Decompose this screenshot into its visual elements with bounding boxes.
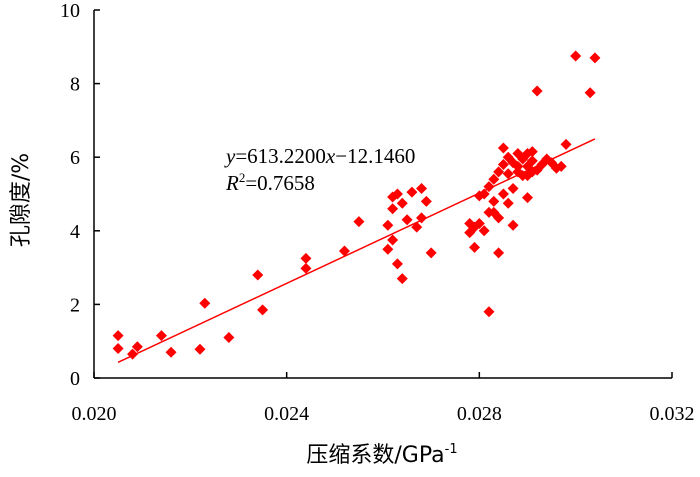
data-point — [584, 87, 596, 99]
data-points — [112, 50, 601, 360]
data-point — [300, 252, 312, 264]
data-point — [387, 234, 399, 246]
data-point — [560, 138, 572, 150]
data-point — [127, 348, 139, 360]
data-point — [531, 85, 543, 97]
x-axis-title-text: 压缩系数/GPa — [306, 443, 444, 468]
data-point — [507, 219, 519, 231]
data-point — [570, 50, 582, 62]
equation-intercept: −12.1460 — [335, 144, 415, 168]
x-tick-label: 0.020 — [72, 403, 117, 425]
data-point — [469, 241, 481, 253]
data-point — [526, 155, 538, 167]
r-symbol: R — [225, 171, 239, 195]
r-squared-label: R2=0.7658 — [225, 170, 315, 195]
data-point — [502, 197, 514, 209]
data-point — [257, 304, 269, 316]
trendline-equation: y=613.2200x−12.1460 — [224, 144, 415, 168]
data-point — [483, 181, 495, 193]
y-tick-label: 0 — [70, 368, 80, 390]
axes — [93, 10, 672, 379]
data-point — [507, 182, 519, 194]
data-point — [252, 269, 264, 281]
data-point — [411, 221, 423, 233]
data-point — [497, 142, 509, 154]
y-axis-title: 孔隙度/% — [9, 153, 34, 247]
data-point — [396, 197, 408, 209]
data-point — [396, 273, 408, 285]
x-axis-title: 压缩系数/GPa-1 — [306, 442, 457, 468]
y-tick-label: 10 — [60, 0, 80, 22]
y-tick-label: 4 — [70, 221, 80, 243]
data-point — [473, 217, 485, 229]
x-axis-title-superscript: -1 — [445, 442, 458, 457]
r-superscript: 2 — [239, 170, 246, 185]
data-point — [493, 247, 505, 259]
data-point — [401, 214, 413, 226]
data-point — [425, 247, 437, 259]
data-point — [223, 332, 235, 344]
data-point — [382, 243, 394, 255]
data-point — [555, 160, 567, 172]
data-point — [420, 195, 432, 207]
data-point — [483, 306, 495, 318]
data-point — [387, 203, 399, 215]
data-point — [382, 219, 394, 231]
x-tick-label: 0.028 — [457, 403, 502, 425]
trendline — [117, 138, 596, 364]
data-point — [478, 225, 490, 237]
data-point — [488, 173, 500, 185]
data-point — [112, 343, 124, 355]
data-point — [112, 330, 124, 342]
data-point — [526, 146, 538, 158]
data-point — [199, 297, 211, 309]
data-point — [522, 192, 533, 204]
x-tick-label: 0.032 — [650, 403, 695, 425]
data-point — [478, 188, 490, 200]
equation-y-symbol: y — [224, 144, 236, 168]
data-point — [391, 258, 403, 270]
data-point — [300, 262, 312, 274]
equation-slope: =613.2200 — [235, 144, 326, 168]
data-point — [338, 245, 350, 257]
data-point — [416, 182, 428, 194]
data-point — [194, 343, 206, 355]
data-point — [353, 216, 365, 228]
data-point — [512, 160, 524, 172]
data-point — [155, 330, 167, 342]
data-point — [497, 188, 509, 200]
data-point — [165, 346, 177, 358]
data-point — [406, 186, 418, 198]
y-tick-label: 2 — [70, 294, 80, 316]
data-point — [493, 166, 505, 178]
data-point — [488, 195, 500, 207]
data-point — [391, 188, 403, 200]
equation-x-symbol: x — [325, 144, 336, 168]
r-squared-value: =0.7658 — [245, 171, 315, 195]
x-tick-label: 0.024 — [264, 403, 309, 425]
y-tick-label: 6 — [70, 147, 80, 169]
data-point — [131, 341, 143, 353]
y-tick-label: 8 — [70, 74, 80, 96]
data-point — [589, 52, 601, 64]
data-point — [416, 212, 428, 224]
ticks: 0.020 0.024 0.028 0.032 0 2 4 6 8 10 — [60, 0, 695, 425]
data-point — [493, 212, 505, 224]
data-point — [502, 168, 514, 180]
data-point — [497, 159, 509, 171]
